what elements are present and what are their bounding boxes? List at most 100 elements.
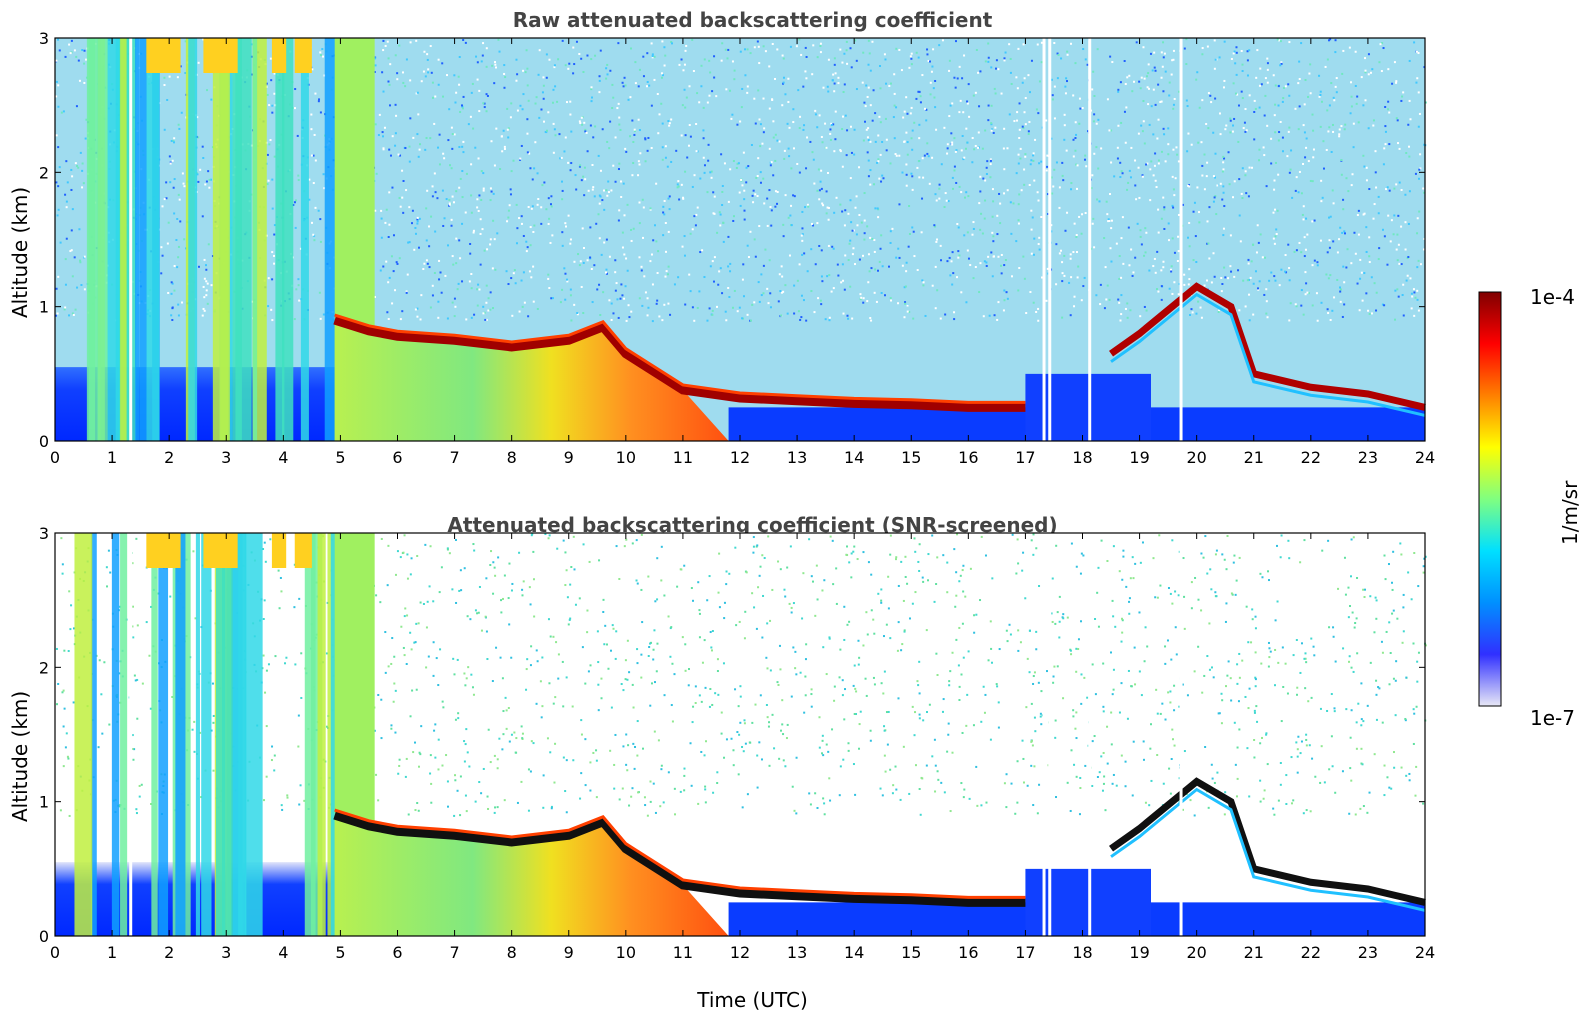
noise-speck — [819, 51, 822, 54]
noise-speck — [1364, 588, 1367, 591]
noise-speck — [978, 202, 981, 205]
noise-speck — [453, 74, 456, 77]
noise-speck — [81, 186, 84, 189]
noise-speck — [1338, 128, 1341, 131]
noise-speck — [430, 782, 433, 785]
noise-speck — [840, 281, 843, 284]
noise-speck — [1082, 48, 1085, 51]
noise-speck — [803, 711, 806, 714]
noise-speck — [1308, 744, 1311, 747]
noise-speck — [1342, 208, 1345, 211]
noise-speck — [429, 545, 432, 548]
noise-speck — [1128, 264, 1131, 267]
precipitation-streak — [300, 38, 309, 441]
noise-speck — [740, 106, 743, 109]
noise-speck — [918, 176, 921, 179]
noise-speck — [855, 59, 858, 62]
noise-speck — [793, 284, 796, 287]
noise-speck — [419, 753, 422, 756]
noise-speck — [667, 771, 670, 774]
noise-speck — [1302, 812, 1305, 815]
noise-speck — [1362, 588, 1365, 591]
noise-speck — [1006, 640, 1009, 643]
noise-speck — [171, 159, 174, 162]
noise-speck — [431, 294, 434, 297]
noise-speck — [1320, 100, 1323, 103]
noise-speck — [71, 208, 74, 211]
noise-speck — [924, 314, 927, 317]
noise-speck — [1400, 225, 1403, 228]
noise-speck — [140, 783, 143, 786]
noise-speck — [1304, 271, 1307, 274]
noise-speck — [272, 254, 275, 257]
noise-speck — [510, 656, 513, 659]
noise-speck — [1391, 612, 1394, 615]
noise-speck — [747, 256, 750, 259]
noise-speck — [525, 49, 528, 52]
noise-speck — [936, 238, 939, 241]
noise-speck — [1147, 103, 1150, 106]
noise-speck — [782, 290, 785, 293]
noise-speck — [461, 170, 464, 173]
noise-speck — [1083, 158, 1086, 161]
noise-speck — [1284, 270, 1287, 273]
noise-speck — [783, 588, 786, 591]
noise-speck — [647, 306, 650, 309]
noise-speck — [1220, 290, 1223, 293]
noise-speck — [873, 250, 876, 253]
noise-speck — [62, 110, 65, 113]
noise-speck — [691, 306, 694, 309]
noise-speck — [623, 76, 626, 79]
noise-speck — [177, 314, 180, 317]
noise-speck — [470, 316, 473, 319]
noise-speck — [800, 53, 803, 56]
noise-speck — [61, 691, 64, 694]
noise-speck — [323, 187, 326, 190]
noise-speck — [812, 224, 815, 227]
noise-speck — [1345, 708, 1348, 711]
noise-speck — [805, 319, 808, 322]
noise-speck — [579, 122, 582, 125]
noise-speck — [628, 804, 631, 807]
noise-speck — [1224, 620, 1227, 623]
noise-speck — [598, 559, 601, 562]
noise-speck — [1126, 76, 1129, 79]
noise-speck — [1206, 161, 1209, 164]
noise-speck — [1275, 544, 1278, 547]
noise-speck — [266, 93, 269, 96]
noise-speck — [1248, 795, 1251, 798]
noise-speck — [638, 68, 641, 71]
noise-speck — [552, 122, 555, 125]
noise-speck — [601, 128, 604, 131]
noise-speck — [860, 221, 863, 224]
noise-speck — [1030, 159, 1033, 162]
noise-speck — [61, 563, 64, 566]
noise-speck — [303, 799, 306, 802]
noise-speck — [979, 70, 982, 73]
noise-speck — [928, 703, 931, 706]
noise-speck — [459, 110, 462, 113]
noise-speck — [1288, 171, 1291, 174]
noise-speck — [793, 195, 796, 198]
noise-speck — [202, 285, 205, 288]
noise-speck — [1259, 742, 1262, 745]
noise-speck — [480, 792, 483, 795]
noise-speck — [1103, 237, 1106, 240]
noise-speck — [1183, 273, 1186, 276]
noise-speck — [1200, 552, 1203, 555]
noise-speck — [597, 709, 600, 712]
noise-speck — [521, 108, 524, 111]
noise-speck — [1058, 620, 1061, 623]
noise-speck — [1008, 113, 1011, 116]
noise-speck — [167, 291, 170, 294]
noise-speck — [504, 696, 507, 699]
noise-speck — [1204, 535, 1207, 538]
noise-speck — [694, 702, 697, 705]
noise-speck — [173, 141, 176, 144]
noise-speck — [743, 209, 746, 212]
noise-speck — [65, 206, 68, 209]
noise-speck — [313, 133, 316, 136]
noise-speck — [739, 204, 742, 207]
noise-speck — [501, 748, 504, 751]
noise-speck — [1244, 108, 1247, 111]
